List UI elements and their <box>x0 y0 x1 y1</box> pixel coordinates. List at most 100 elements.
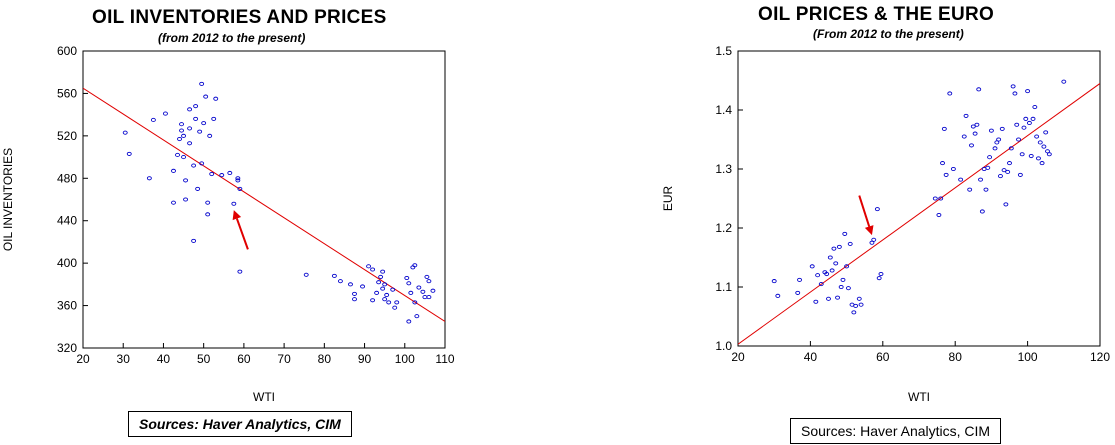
data-point <box>376 280 382 285</box>
data-point <box>827 255 833 260</box>
data-point <box>171 168 176 173</box>
data-point <box>219 173 225 178</box>
data-point <box>813 299 819 304</box>
data-point <box>998 174 1003 179</box>
data-point <box>967 187 973 192</box>
data-point <box>237 186 243 191</box>
data-point <box>1036 156 1041 161</box>
data-point <box>181 155 187 160</box>
data-point <box>976 87 982 92</box>
data-point <box>1007 161 1012 166</box>
data-point <box>187 107 193 112</box>
data-point <box>187 141 193 146</box>
y-tick-label: 1.3 <box>715 162 732 176</box>
y-tick-label: 440 <box>57 214 77 228</box>
data-point <box>943 172 949 177</box>
data-point <box>122 130 128 135</box>
data-point <box>1014 122 1020 127</box>
data-point <box>191 163 197 168</box>
data-point <box>856 296 862 301</box>
data-point <box>366 264 372 269</box>
data-point <box>177 136 182 142</box>
data-point <box>231 201 237 206</box>
data-point <box>1046 152 1052 157</box>
x-tick-label: 70 <box>277 352 291 366</box>
data-point <box>404 275 410 281</box>
data-point <box>205 200 211 205</box>
data-point <box>972 131 978 136</box>
data-point <box>1008 146 1014 151</box>
annotation-arrow-head <box>864 225 874 236</box>
data-point <box>858 302 864 307</box>
data-point <box>1032 105 1038 110</box>
x-axis-label: WTI <box>908 390 930 404</box>
data-point <box>1043 130 1049 135</box>
data-point <box>1003 202 1009 207</box>
data-point <box>191 238 197 243</box>
x-tick-label: 100 <box>395 352 415 366</box>
data-point <box>941 126 947 131</box>
data-point <box>833 261 839 266</box>
x-tick-label: 20 <box>76 352 90 366</box>
y-tick-label: 320 <box>57 341 77 355</box>
data-point <box>938 196 944 201</box>
data-point <box>950 166 956 172</box>
data-point <box>963 113 969 118</box>
data-point <box>992 146 998 151</box>
data-point <box>150 117 156 122</box>
y-tick-label: 1.0 <box>715 339 732 353</box>
data-point <box>392 305 398 310</box>
chart-panel-oil-inventories: OIL INVENTORIES AND PRICES (from 2012 to… <box>0 0 455 445</box>
data-point <box>171 200 176 205</box>
data-point <box>842 231 848 236</box>
data-point <box>378 274 384 279</box>
annotation-arrow-shaft <box>858 195 871 227</box>
data-point <box>974 122 980 127</box>
data-point <box>878 271 884 277</box>
plot-frame <box>737 50 1101 347</box>
data-point <box>851 310 857 315</box>
data-point <box>1041 144 1047 149</box>
data-point <box>406 319 412 324</box>
data-point <box>348 282 353 287</box>
data-point <box>809 264 815 269</box>
data-point <box>382 297 388 302</box>
data-point <box>829 268 835 273</box>
data-point <box>826 296 831 301</box>
data-point <box>183 178 189 183</box>
data-point <box>408 290 414 295</box>
data-point <box>1061 79 1067 84</box>
data-point <box>940 161 945 166</box>
y-tick-label: 560 <box>57 86 77 100</box>
chart-title: OIL INVENTORIES AND PRICES <box>92 7 387 28</box>
data-point <box>947 91 953 96</box>
data-point <box>181 133 187 138</box>
data-point <box>414 314 420 319</box>
data-point <box>426 279 432 284</box>
data-point <box>412 300 418 305</box>
y-axis-label: EUR <box>661 186 675 212</box>
x-tick-label: 90 <box>358 352 372 366</box>
data-point <box>978 177 983 182</box>
source-note: Sources: Haver Analytics, CIM <box>128 411 352 437</box>
annotation-arrow-head <box>232 210 242 221</box>
y-tick-label: 480 <box>57 171 77 185</box>
data-point <box>352 297 357 302</box>
data-point <box>195 186 201 191</box>
data-point <box>430 288 436 293</box>
data-point <box>386 300 392 305</box>
annotation-arrow-shaft <box>235 218 249 250</box>
data-point <box>818 281 824 287</box>
data-point <box>771 279 777 284</box>
data-point <box>424 274 430 279</box>
data-point <box>1037 140 1043 145</box>
data-point <box>1023 116 1029 121</box>
data-point <box>163 111 168 116</box>
x-tick-label: 20 <box>731 350 745 364</box>
data-point <box>205 212 211 217</box>
data-point <box>874 207 880 212</box>
y-tick-label: 360 <box>57 299 77 313</box>
data-point <box>209 171 215 177</box>
data-point <box>370 298 376 303</box>
data-point <box>853 303 859 308</box>
